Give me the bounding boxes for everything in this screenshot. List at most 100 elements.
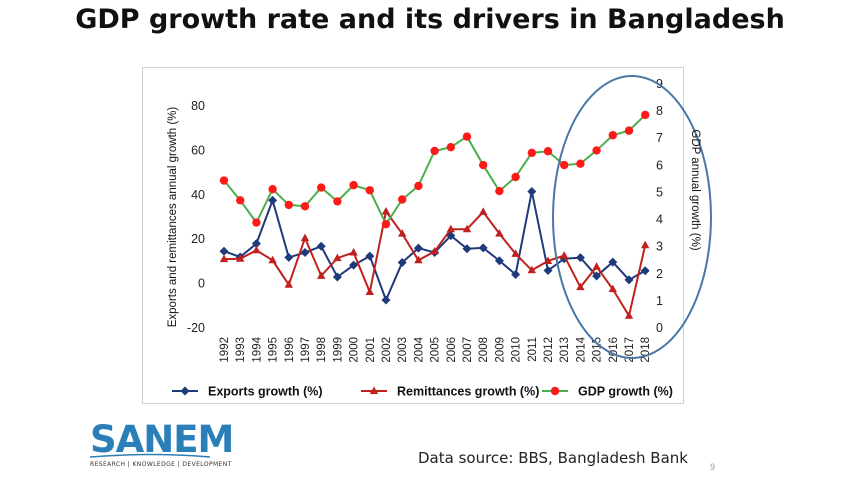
data-point-diamond	[575, 253, 585, 263]
x-tick-label: 1993	[235, 337, 247, 363]
left-tick-label: 0	[198, 277, 205, 291]
x-tick-label: 2001	[365, 337, 377, 363]
right-tick-label: 6	[656, 158, 663, 172]
data-point-diamond	[511, 269, 521, 279]
data-point-triangle	[414, 255, 423, 264]
highlight-ellipse	[552, 75, 712, 359]
data-point-diamond	[300, 248, 310, 258]
data-point-triangle	[268, 255, 277, 264]
data-point-circle	[398, 195, 407, 204]
x-tick-label: 2013	[559, 337, 571, 363]
data-point-triangle	[333, 253, 342, 262]
data-point-circle	[560, 160, 569, 170]
page-number: 9	[710, 462, 716, 472]
x-tick-label: 1999	[332, 337, 344, 363]
data-point-circle	[576, 159, 585, 168]
data-point-diamond	[413, 243, 423, 253]
data-point-triangle	[543, 256, 553, 264]
data-point-triangle	[252, 245, 261, 254]
data-point-triangle	[284, 280, 293, 288]
data-point-diamond	[332, 272, 342, 282]
left-tick-label: 80	[191, 99, 205, 113]
data-point-triangle	[236, 254, 245, 262]
right-axis-label: GDP annual growth (%)	[689, 129, 701, 250]
data-point-circle	[317, 183, 326, 192]
legend-label: Remittances growth (%)	[397, 385, 539, 399]
left-tick-label: 60	[191, 143, 205, 157]
data-point-diamond	[268, 195, 278, 205]
data-point-circle	[300, 202, 310, 211]
data-point-circle	[641, 110, 650, 120]
chart-legend: Exports growth (%) Remittances growth (%)…	[172, 385, 673, 399]
sanem-logo: SANEM RESEARCH | KNOWLEDGE | DEVELOPMENT	[90, 420, 234, 476]
data-point-diamond	[381, 295, 391, 305]
data-point-triangle	[495, 229, 504, 237]
data-point-triangle	[511, 249, 520, 257]
data-point-circle	[592, 146, 601, 155]
left-tick-label: 40	[191, 188, 205, 202]
data-point-diamond	[608, 257, 618, 267]
left-tick-label: 20	[191, 232, 205, 246]
x-tick-label: 2002	[381, 337, 393, 363]
x-tick-label: 2000	[349, 337, 361, 363]
data-point-circle	[479, 160, 488, 170]
data-point-circle	[219, 176, 229, 185]
data-point-circle	[284, 200, 293, 210]
x-tick-label: 1997	[300, 337, 312, 363]
x-tick-label: 2005	[430, 337, 442, 363]
data-point-diamond	[349, 260, 359, 270]
data-point-circle	[462, 132, 472, 141]
data-point-diamond	[219, 246, 229, 256]
data-point-circle	[527, 148, 536, 158]
data-point-triangle	[300, 233, 310, 242]
data-point-diamond	[640, 266, 650, 276]
data-point-diamond	[251, 239, 261, 249]
legend-label: Exports growth (%)	[208, 385, 323, 399]
x-tick-label: 2016	[608, 337, 620, 363]
legend-item: Remittances growth (%)	[361, 385, 539, 399]
data-point-circle	[268, 184, 277, 194]
data-point-circle	[414, 181, 423, 191]
right-tick-label: 5	[656, 185, 663, 199]
data-point-triangle	[608, 284, 617, 293]
data-point-triangle	[381, 206, 391, 215]
x-tick-label: 1992	[219, 337, 231, 363]
data-point-diamond	[478, 243, 488, 253]
x-tick-label: 2010	[511, 337, 523, 363]
data-point-circle	[349, 180, 358, 190]
data-point-triangle	[219, 254, 229, 263]
series-remittances	[219, 206, 650, 319]
legend-item: GDP growth (%)	[542, 385, 673, 399]
x-tick-label: 1996	[284, 337, 296, 363]
data-point-circle	[624, 126, 634, 135]
data-point-diamond	[365, 251, 375, 261]
data-point-diamond	[284, 252, 294, 262]
legend-item: Exports growth (%)	[172, 385, 323, 399]
data-point-triangle	[641, 240, 650, 249]
data-point-triangle	[576, 282, 585, 291]
x-tick-label: 2011	[527, 337, 539, 362]
data-point-circle	[430, 146, 439, 156]
series-gdp	[219, 110, 650, 229]
right-tick-label: 8	[656, 104, 663, 118]
data-point-circle	[333, 197, 342, 206]
data-point-triangle	[592, 262, 601, 270]
right-tick-label: 1	[656, 294, 663, 308]
right-tick-label: 0	[656, 321, 663, 335]
x-tick-label: 1998	[316, 337, 328, 363]
data-point-diamond	[543, 266, 553, 276]
data-point-triangle	[317, 271, 326, 279]
data-point-circle	[543, 147, 553, 156]
data-point-circle	[495, 186, 504, 196]
data-point-triangle	[446, 224, 455, 233]
data-point-diamond	[397, 258, 407, 268]
chart-frame	[142, 67, 684, 404]
data-point-triangle	[369, 386, 379, 394]
series-line	[223, 209, 647, 319]
data-point-circle	[550, 386, 560, 396]
data-point-diamond	[316, 241, 326, 251]
data-point-triangle	[560, 251, 569, 259]
x-tick-label: 2017	[624, 337, 636, 363]
data-point-circle	[236, 196, 245, 205]
